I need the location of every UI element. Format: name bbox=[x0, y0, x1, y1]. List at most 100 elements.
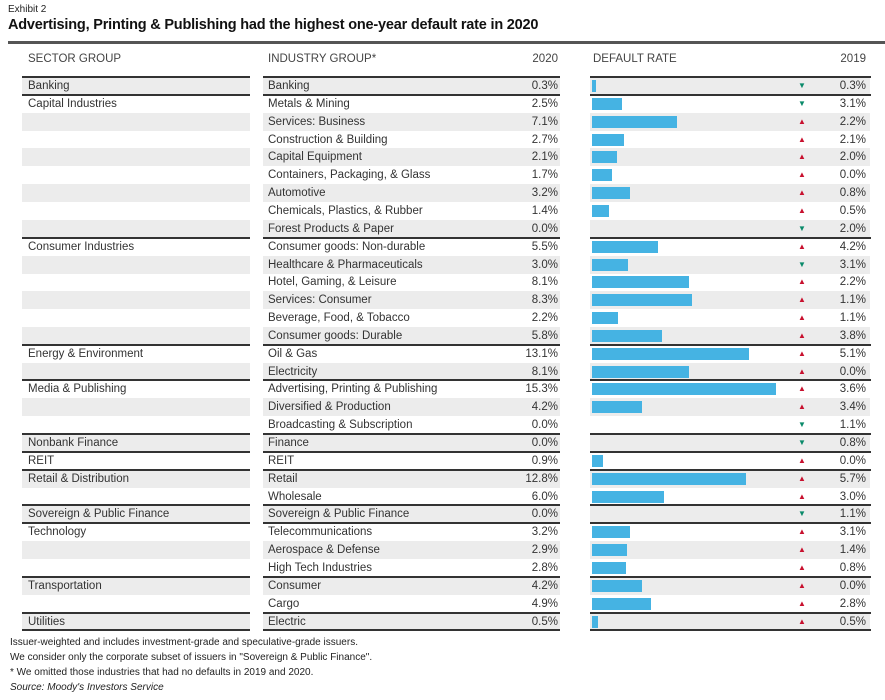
industry-cell: Aerospace & Defense bbox=[263, 541, 560, 560]
header-2020: 2020 bbox=[532, 53, 558, 65]
bar bbox=[592, 454, 603, 467]
group-divider bbox=[263, 611, 560, 614]
value-2020: 3.0% bbox=[531, 258, 558, 271]
group-divider bbox=[263, 450, 560, 453]
group-divider bbox=[22, 236, 250, 239]
value-2020: 13.1% bbox=[525, 347, 558, 360]
sector-cell: Sovereign & Public Finance bbox=[22, 505, 250, 524]
group-divider bbox=[590, 450, 871, 453]
bar-cell: ▲ bbox=[590, 541, 870, 560]
bar bbox=[592, 401, 643, 414]
industry-cell: Containers, Packaging, & Glass bbox=[268, 169, 431, 182]
group-divider bbox=[22, 93, 250, 96]
exhibit-label: Exhibit 2 bbox=[8, 4, 47, 15]
bar bbox=[592, 312, 619, 325]
group-divider bbox=[263, 343, 560, 346]
sector-cell bbox=[22, 131, 250, 149]
group-divider bbox=[22, 379, 250, 382]
value-2019: 3.1% bbox=[839, 97, 866, 110]
group-divider bbox=[590, 575, 871, 578]
sector-cell: Media & Publishing bbox=[28, 383, 127, 396]
industry-cell: Finance bbox=[263, 434, 560, 452]
bar-cell: ▲ bbox=[590, 469, 870, 488]
table-row: Consumer goods: Durable 5.8% ▲ 3.8% bbox=[0, 326, 885, 345]
value-2019: 4.2% bbox=[839, 240, 866, 253]
value-2019: 5.7% bbox=[839, 472, 866, 485]
arrow-up-icon: ▲ bbox=[798, 170, 806, 180]
title-rule bbox=[8, 41, 885, 44]
group-divider bbox=[22, 343, 250, 346]
arrow-up-icon: ▲ bbox=[798, 313, 806, 323]
group-divider bbox=[22, 504, 250, 507]
group-divider bbox=[590, 93, 871, 96]
arrow-up-icon: ▲ bbox=[798, 598, 806, 608]
table-row: Aerospace & Defense 2.9% ▲ 1.4% bbox=[0, 541, 885, 560]
group-divider bbox=[590, 504, 871, 507]
group-divider bbox=[263, 468, 560, 471]
bar bbox=[592, 490, 664, 503]
header-industry: INDUSTRY GROUP* bbox=[268, 53, 377, 65]
group-divider bbox=[263, 236, 560, 239]
arrow-up-icon: ▲ bbox=[798, 188, 806, 198]
value-2020: 0.3% bbox=[531, 80, 558, 92]
sector-cell bbox=[22, 291, 250, 310]
value-2019: 2.2% bbox=[839, 276, 866, 289]
sector-cell: Energy & Environment bbox=[28, 347, 144, 360]
arrow-up-icon: ▲ bbox=[798, 366, 806, 376]
bar-cell: ▼ bbox=[590, 505, 870, 524]
industry-cell: Construction & Building bbox=[268, 133, 388, 146]
bar-cell: ▼ bbox=[590, 95, 870, 113]
bar-cell: ▲ bbox=[590, 326, 870, 345]
value-2019: 2.2% bbox=[839, 115, 866, 128]
industry-cell: Capital Equipment bbox=[263, 148, 560, 167]
value-2020: 3.2% bbox=[531, 187, 558, 200]
sector-cell: Banking bbox=[22, 77, 250, 95]
table-bottom-rule bbox=[263, 629, 560, 632]
sector-cell bbox=[22, 273, 250, 291]
arrow-up-icon: ▲ bbox=[798, 330, 806, 340]
sector-cell bbox=[22, 595, 250, 613]
arrow-up-icon: ▲ bbox=[798, 348, 806, 358]
sector-cell: Capital Industries bbox=[28, 97, 117, 110]
table-row: Services: Consumer 8.3% ▲ 1.1% bbox=[0, 291, 885, 310]
bar bbox=[592, 204, 609, 217]
sector-cell bbox=[22, 112, 250, 131]
table-row: Technology Telecommunications 3.2% ▲ 3.1% bbox=[0, 523, 885, 541]
group-divider bbox=[590, 343, 871, 346]
footnote: We consider only the corporate subset of… bbox=[10, 652, 373, 663]
bar-cell: ▼ bbox=[590, 416, 870, 434]
value-2019: 0.8% bbox=[839, 187, 866, 200]
bar bbox=[592, 383, 776, 396]
value-2019: 0.8% bbox=[839, 437, 866, 449]
value-2019: 0.0% bbox=[839, 365, 866, 378]
bar-cell: ▲ bbox=[590, 488, 870, 506]
group-divider bbox=[22, 522, 250, 525]
bar-cell: ▲ bbox=[590, 309, 870, 327]
table-row: Wholesale 6.0% ▲ 3.0% bbox=[0, 488, 885, 506]
group-divider bbox=[590, 433, 871, 435]
value-2019: 2.0% bbox=[839, 151, 866, 164]
sector-cell bbox=[22, 255, 250, 274]
group-divider bbox=[22, 76, 250, 78]
value-2020: 8.1% bbox=[531, 276, 558, 289]
industry-cell: Sovereign & Public Finance bbox=[263, 505, 560, 524]
sector-cell: Nonbank Finance bbox=[22, 434, 250, 452]
table-row: Utilities Electric 0.5% ▲ 0.5% bbox=[0, 612, 885, 631]
group-divider bbox=[590, 236, 871, 239]
bar bbox=[592, 561, 626, 574]
bar-cell: ▲ bbox=[590, 523, 870, 541]
table-row: Diversified & Production 4.2% ▲ 3.4% bbox=[0, 398, 885, 417]
industry-cell: High Tech Industries bbox=[268, 561, 372, 574]
sector-cell: REIT bbox=[28, 454, 55, 467]
sector-cell bbox=[22, 488, 250, 506]
bar bbox=[592, 615, 598, 628]
arrow-up-icon: ▲ bbox=[798, 277, 806, 287]
arrow-down-icon: ▼ bbox=[798, 420, 806, 430]
industry-cell: Retail bbox=[263, 469, 560, 488]
value-2019: 1.4% bbox=[839, 544, 866, 557]
industry-cell: REIT bbox=[268, 454, 295, 467]
arrow-down-icon: ▼ bbox=[798, 223, 806, 233]
value-2019: 0.5% bbox=[839, 204, 866, 217]
bar-cell: ▲ bbox=[590, 362, 870, 381]
